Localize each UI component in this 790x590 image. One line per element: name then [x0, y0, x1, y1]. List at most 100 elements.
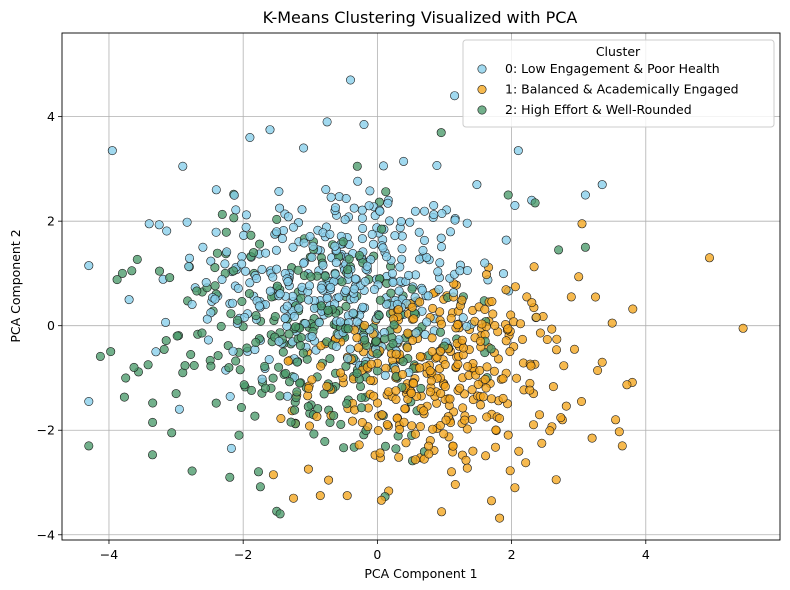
- data-point-cluster-1: [399, 417, 409, 427]
- data-point-cluster-2: [320, 436, 330, 446]
- data-point-cluster-1: [462, 424, 472, 434]
- data-point-cluster-1: [395, 424, 405, 434]
- data-point-cluster-2: [343, 324, 353, 334]
- data-point-cluster-1: [458, 343, 468, 353]
- data-point-cluster-1: [457, 295, 467, 305]
- data-point-cluster-0: [231, 205, 241, 215]
- data-point-cluster-0: [84, 396, 94, 406]
- data-point-cluster-0: [435, 258, 445, 268]
- data-point-cluster-0: [362, 261, 372, 271]
- data-point-cluster-0: [201, 277, 211, 287]
- data-point-cluster-0: [334, 292, 344, 302]
- data-point-cluster-0: [182, 217, 192, 227]
- y-tick-label: 4: [47, 109, 55, 124]
- data-point-cluster-2: [260, 383, 270, 393]
- data-point-cluster-0: [237, 259, 247, 269]
- data-point-cluster-1: [495, 513, 505, 523]
- data-point-cluster-2: [352, 368, 362, 378]
- data-point-cluster-0: [211, 227, 221, 237]
- data-point-cluster-1: [426, 376, 436, 386]
- data-point-cluster-2: [398, 357, 408, 367]
- data-point-cluster-0: [384, 216, 394, 226]
- data-point-cluster-1: [498, 393, 508, 403]
- data-point-cluster-0: [429, 201, 439, 211]
- data-point-cluster-1: [369, 391, 379, 401]
- data-point-cluster-2: [210, 281, 220, 291]
- data-point-cluster-1: [462, 463, 472, 473]
- data-point-cluster-2: [251, 311, 261, 321]
- data-point-cluster-0: [144, 219, 154, 229]
- data-point-cluster-0: [450, 215, 460, 225]
- x-tick-label: 2: [508, 547, 516, 562]
- data-point-cluster-0: [580, 190, 590, 200]
- data-point-cluster-2: [292, 387, 302, 397]
- data-point-cluster-0: [228, 346, 238, 356]
- data-point-cluster-0: [275, 289, 285, 299]
- data-point-cluster-0: [397, 244, 407, 254]
- data-point-cluster-1: [517, 334, 527, 344]
- data-point-cluster-0: [350, 274, 360, 284]
- data-point-cluster-2: [380, 441, 390, 451]
- data-point-cluster-2: [224, 363, 234, 373]
- data-point-cluster-0: [455, 266, 465, 276]
- data-point-cluster-2: [352, 161, 362, 171]
- data-point-cluster-1: [441, 415, 451, 425]
- data-point-cluster-0: [498, 269, 508, 279]
- data-point-cluster-0: [458, 313, 468, 323]
- data-point-cluster-2: [354, 251, 364, 261]
- data-point-cluster-2: [119, 392, 129, 402]
- data-point-cluster-1: [476, 400, 486, 410]
- data-point-cluster-1: [408, 335, 418, 345]
- data-point-cluster-0: [185, 253, 195, 263]
- data-point-cluster-0: [220, 259, 230, 269]
- data-point-cluster-2: [272, 214, 282, 224]
- data-point-cluster-2: [323, 305, 333, 315]
- data-point-cluster-2: [165, 273, 175, 283]
- data-point-cluster-1: [505, 466, 515, 476]
- data-point-cluster-0: [335, 317, 345, 327]
- data-point-cluster-1: [505, 347, 515, 357]
- data-point-cluster-0: [314, 317, 324, 327]
- data-point-cluster-0: [288, 242, 298, 252]
- data-point-cluster-1: [304, 421, 314, 431]
- data-point-cluster-2: [341, 301, 351, 311]
- data-point-cluster-2: [286, 417, 296, 427]
- data-point-cluster-1: [482, 362, 492, 372]
- data-point-cluster-2: [255, 239, 265, 249]
- data-point-cluster-0: [206, 256, 216, 266]
- data-point-cluster-1: [617, 441, 627, 451]
- data-point-cluster-2: [580, 242, 590, 252]
- data-point-cluster-0: [161, 317, 171, 327]
- data-point-cluster-2: [316, 301, 326, 311]
- data-point-cluster-0: [359, 120, 369, 130]
- data-point-cluster-1: [391, 349, 401, 359]
- data-point-cluster-1: [607, 318, 617, 328]
- data-point-cluster-1: [303, 464, 313, 474]
- data-point-cluster-0: [383, 198, 393, 208]
- data-point-cluster-1: [521, 458, 531, 468]
- data-point-cluster-2: [254, 467, 264, 477]
- data-point-cluster-0: [305, 232, 315, 242]
- data-point-cluster-0: [226, 443, 236, 453]
- data-point-cluster-0: [299, 238, 309, 248]
- data-point-cluster-1: [316, 361, 326, 371]
- data-point-cluster-1: [303, 391, 313, 401]
- data-point-cluster-2: [143, 360, 153, 370]
- data-point-cluster-0: [411, 328, 421, 338]
- data-point-cluster-1: [501, 285, 511, 295]
- data-point-cluster-2: [309, 429, 319, 439]
- data-point-cluster-1: [468, 446, 478, 456]
- data-point-cluster-1: [473, 379, 483, 389]
- data-point-cluster-0: [257, 264, 267, 274]
- data-point-cluster-2: [221, 227, 231, 237]
- data-point-cluster-1: [527, 298, 537, 308]
- data-point-cluster-1: [391, 394, 401, 404]
- data-point-cluster-1: [481, 270, 491, 280]
- data-point-cluster-1: [475, 336, 485, 346]
- axis-ticks: −4 −2 0 2 4 −4 −2 0 2 4: [37, 109, 650, 562]
- data-point-cluster-1: [482, 412, 492, 422]
- data-point-cluster-1: [614, 427, 624, 437]
- data-point-cluster-1: [501, 336, 511, 346]
- data-point-cluster-2: [306, 272, 316, 282]
- data-point-cluster-1: [542, 334, 552, 344]
